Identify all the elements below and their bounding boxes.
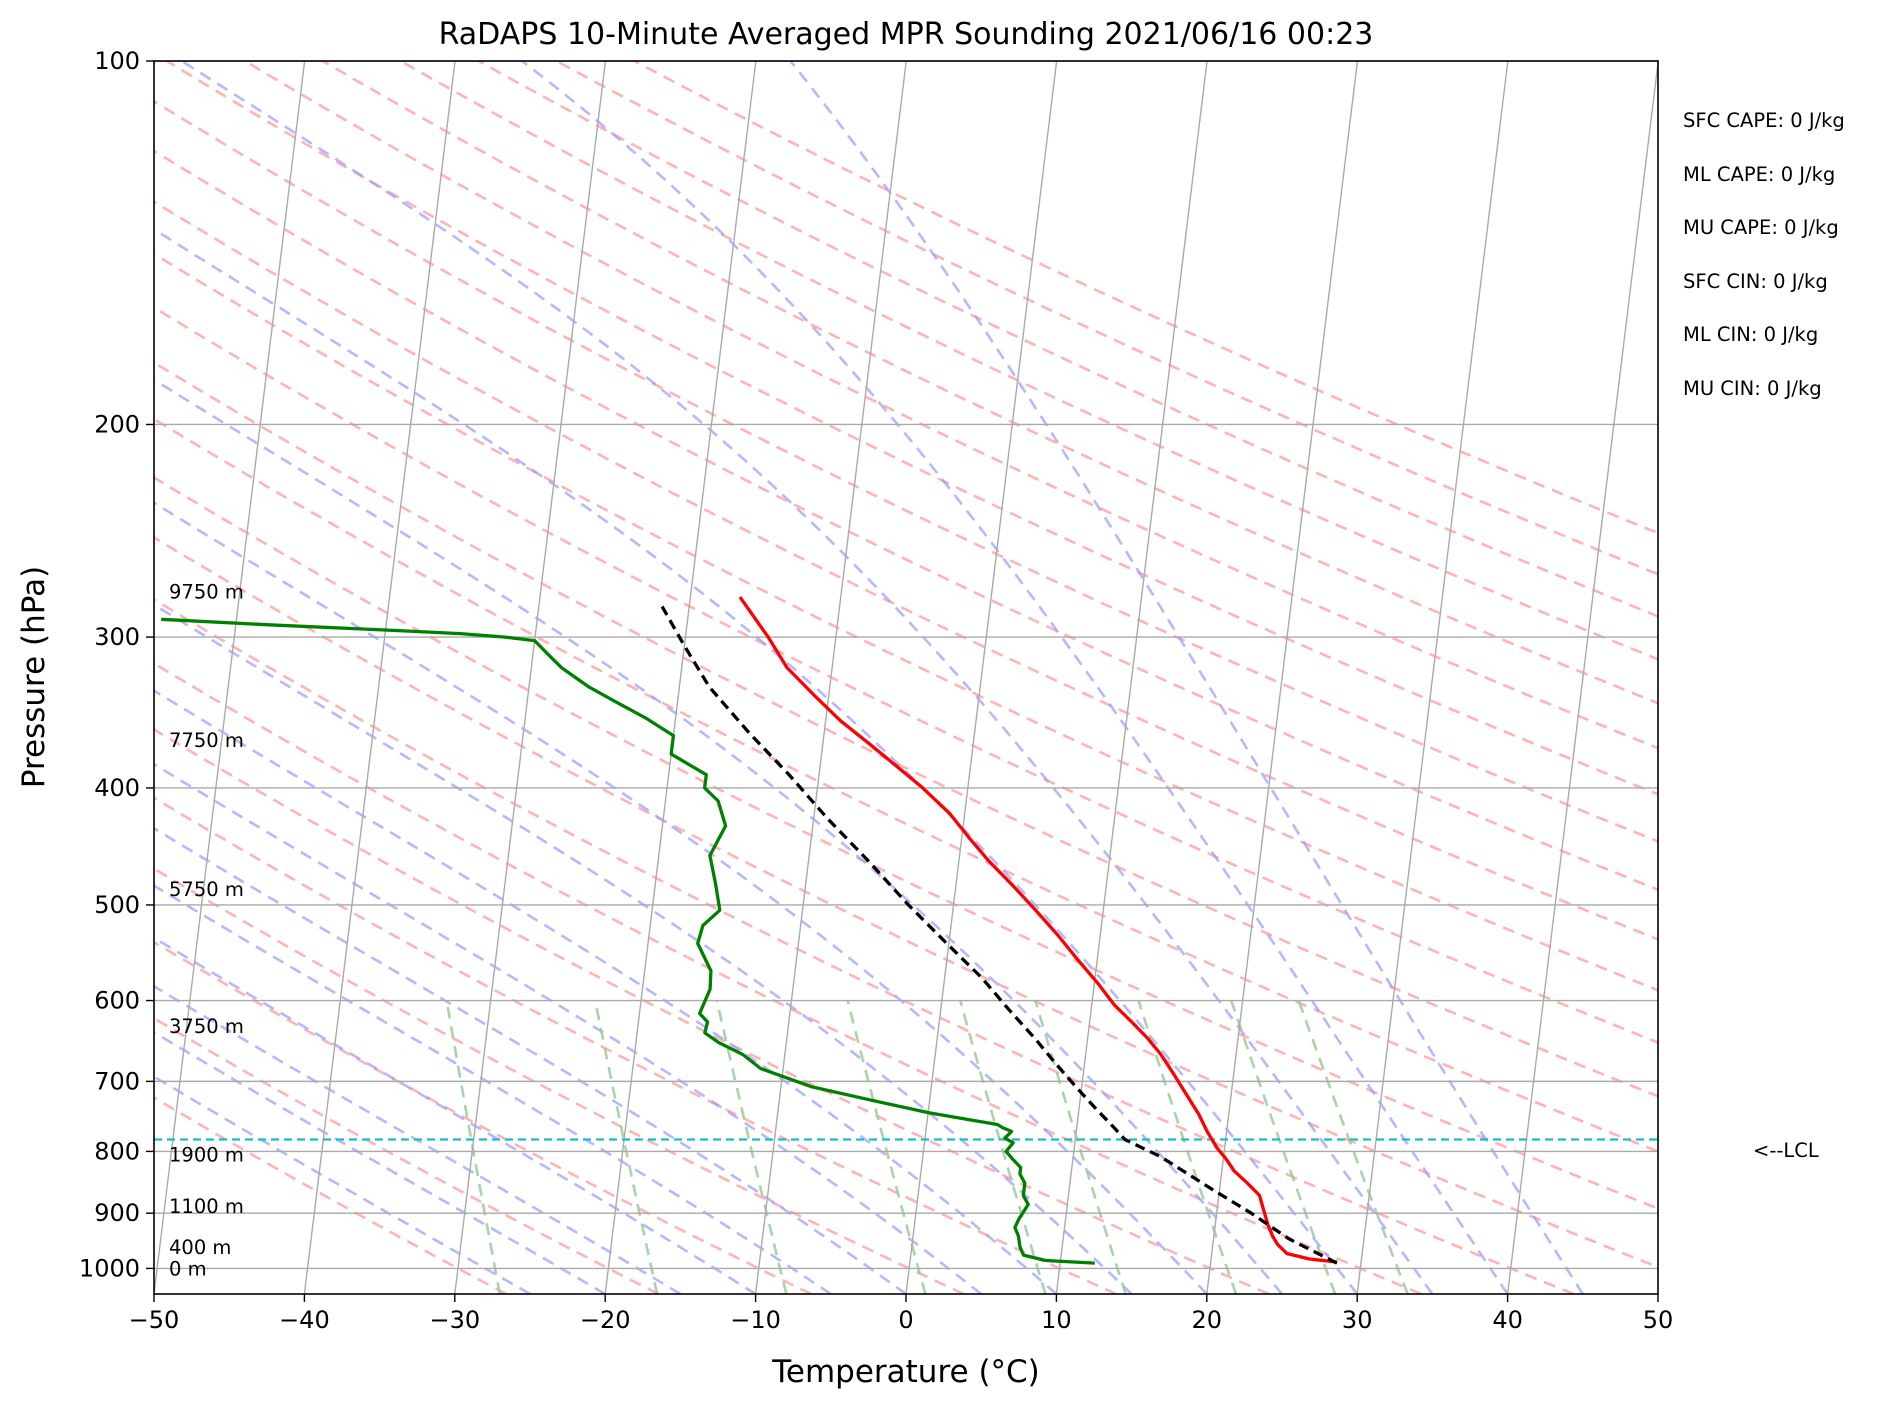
- isotherm: [754, 61, 907, 1294]
- sfc-cin-label: SFC CIN: 0 J/kg: [1683, 270, 1828, 293]
- dry-adiabat: [555, 61, 1658, 576]
- moist-adiabat: [789, 61, 1584, 1294]
- mixing-ratio-line: [715, 1000, 788, 1294]
- moist-adiabat: [154, 1030, 606, 1294]
- lcl-label: <--LCL: [1753, 1139, 1819, 1162]
- isotherm: [905, 61, 1058, 1294]
- dry-adiabat: [154, 661, 1422, 1294]
- moist-adiabat: [154, 1075, 531, 1294]
- moist-adiabat: [521, 61, 1509, 1294]
- y-tick-label: 300: [94, 623, 140, 651]
- sfc-cape-label: SFC CAPE: 0 J/kg: [1683, 109, 1845, 132]
- dry-adiabat: [154, 361, 1658, 1098]
- dry-adiabat: [154, 597, 1575, 1294]
- mu-cape-label: MU CAPE: 0 J/kg: [1683, 216, 1839, 239]
- x-tick-label: 20: [1192, 1306, 1223, 1334]
- moist-adiabat: [154, 501, 1208, 1294]
- height-label: 9750 m: [169, 580, 244, 603]
- dewpoint-line: [161, 617, 1095, 1265]
- temperature-line: [738, 596, 1338, 1264]
- x-tick-label: 40: [1492, 1306, 1523, 1334]
- height-label: 5750 m: [169, 878, 244, 901]
- y-tick-label: 600: [94, 987, 140, 1015]
- mixing-ratio-line: [593, 1000, 659, 1294]
- sounding-series: [161, 596, 1338, 1265]
- dry-adiabat: [154, 200, 1658, 941]
- y-tick-label: 100: [94, 47, 140, 75]
- dry-adiabat: [633, 61, 1658, 535]
- plot-area: [154, 61, 1658, 1294]
- x-tick-label: −20: [580, 1306, 631, 1334]
- isotherm: [1055, 61, 1208, 1294]
- isotherm: [1506, 61, 1658, 1294]
- cape-cin-block: SFC CAPE: 0 J/kg ML CAPE: 0 J/kg MU CAPE…: [1683, 109, 1845, 400]
- height-labels: 9750 m 7750 m 5750 m 3750 m 1900 m 1100 m 400 …: [169, 580, 244, 1280]
- x-tick-label: 50: [1643, 1306, 1674, 1334]
- y-axis-ticks: 100 200 300 400 500 600 700 800 900 1000: [79, 47, 154, 1282]
- y-tick-label: 400: [94, 774, 140, 802]
- y-tick-label: 1000: [79, 1254, 140, 1282]
- height-label: 7750 m: [169, 729, 244, 752]
- height-label: 1900 m: [169, 1144, 244, 1167]
- mixing-ratio-line: [1137, 1000, 1238, 1294]
- moist-adiabat: [154, 603, 1133, 1294]
- chart-title: RaDAPS 10-Minute Averaged MPR Sounding 2…: [439, 17, 1374, 52]
- ml-cape-label: ML CAPE: 0 J/kg: [1683, 163, 1835, 186]
- moist-adiabats: [154, 61, 1584, 1294]
- height-label: 0 m: [169, 1257, 207, 1280]
- dry-adiabat: [166, 61, 1658, 796]
- height-label: 3750 m: [169, 1015, 244, 1038]
- moist-adiabat: [154, 936, 757, 1294]
- isotherm: [1206, 61, 1359, 1294]
- dry-adiabat: [154, 99, 1658, 843]
- y-tick-label: 700: [94, 1067, 140, 1095]
- y-tick-label: 500: [94, 891, 140, 919]
- x-axis-label: Temperature (°C): [771, 1354, 1040, 1390]
- x-tick-label: 10: [1041, 1306, 1072, 1334]
- x-tick-label: 0: [898, 1306, 913, 1334]
- x-tick-label: −40: [279, 1306, 330, 1334]
- dry-adiabat: [154, 417, 1658, 1153]
- y-tick-label: 900: [94, 1199, 140, 1227]
- isotherm: [454, 61, 607, 1294]
- y-tick-label: 200: [94, 410, 140, 438]
- moist-adiabat: [154, 984, 682, 1294]
- x-tick-label: −50: [129, 1306, 180, 1334]
- dry-adiabat: [154, 149, 1658, 892]
- mixing-ratio-line: [1297, 1000, 1409, 1294]
- isotherm: [604, 61, 757, 1294]
- isotherm: [303, 61, 456, 1294]
- dry-adiabat: [154, 535, 1658, 1269]
- mixing-ratio-line: [1034, 1000, 1127, 1294]
- isotherm: [154, 61, 306, 1294]
- dry-adiabat: [400, 61, 1658, 661]
- y-tick-label: 800: [94, 1137, 140, 1165]
- x-tick-label: −10: [730, 1306, 781, 1334]
- dry-adiabat: [154, 252, 1658, 992]
- dry-adiabat: [477, 61, 1658, 618]
- x-axis-ticks: −50 −40 −30 −20 −10 0 10 20 30 40 50: [129, 1294, 1674, 1334]
- moist-adiabat: [154, 884, 832, 1294]
- height-label: 400 m: [169, 1236, 231, 1259]
- x-tick-label: −30: [429, 1306, 480, 1334]
- y-axis-label: Pressure (hPa): [16, 566, 52, 788]
- x-tick-label: 30: [1342, 1306, 1373, 1334]
- isotherm-grid: [154, 61, 1658, 1294]
- moist-adiabat: [154, 378, 1283, 1294]
- isobar-grid: [154, 61, 1658, 1270]
- mixing-ratio-line: [959, 1000, 1047, 1294]
- dry-adiabat: [154, 475, 1658, 1210]
- moist-adiabat: [154, 227, 1359, 1294]
- mu-cin-label: MU CIN: 0 J/kg: [1683, 377, 1822, 400]
- parcel-line: [660, 605, 1338, 1265]
- dry-adiabat: [244, 61, 1658, 750]
- isotherm: [1356, 61, 1509, 1294]
- height-label: 1100 m: [169, 1195, 244, 1218]
- dry-adiabat: [154, 867, 965, 1294]
- ml-cin-label: ML CIN: 0 J/kg: [1683, 323, 1818, 346]
